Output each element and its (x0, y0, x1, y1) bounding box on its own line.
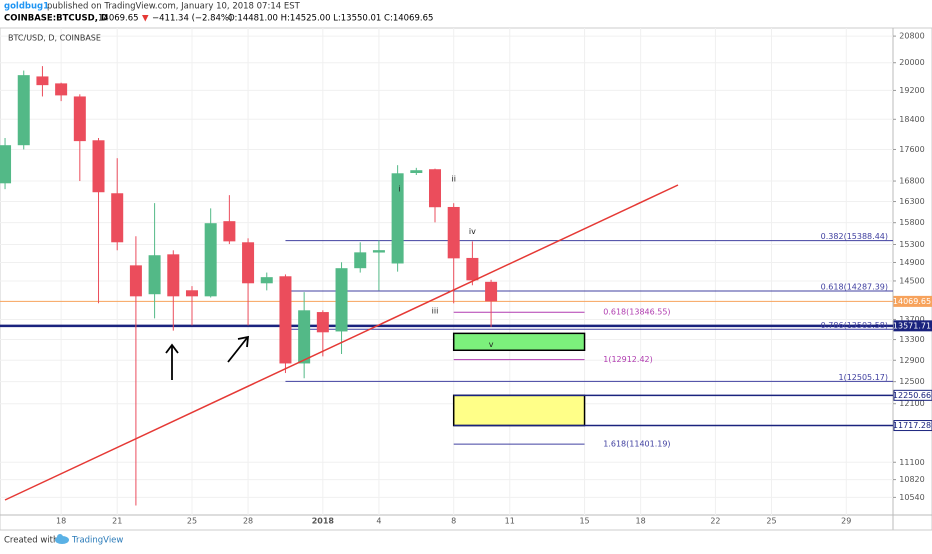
candle-body (111, 193, 124, 243)
candle-body (485, 281, 498, 302)
x-tick-label: 4 (376, 517, 381, 526)
candle-body (0, 145, 12, 184)
candle-body (167, 254, 180, 297)
wave-label: iii (432, 307, 439, 316)
x-tick-label: 25 (766, 517, 776, 526)
candle-body (92, 140, 105, 193)
price-label: 12250.66 (893, 391, 931, 400)
zone (452, 332, 586, 352)
y-tick-label: 12500 (899, 377, 924, 386)
fib-label: 0.618(14287.39) (821, 282, 888, 291)
candle-body (316, 312, 329, 333)
wave-label: ii (451, 175, 455, 184)
footer-created: Created with (4, 536, 58, 546)
fib-label: 1(12912.42) (603, 355, 653, 364)
x-tick-label: 2018 (312, 517, 335, 526)
change-arrow: ▼ (142, 14, 149, 24)
candle-body (279, 276, 292, 364)
footer-brand[interactable]: TradingView (71, 536, 123, 546)
x-tick-label: 22 (710, 517, 720, 526)
y-tick-label: 12900 (899, 356, 924, 365)
y-tick-label: 10820 (899, 475, 924, 484)
candle-body (129, 265, 142, 297)
y-tick-label: 17600 (899, 145, 924, 154)
x-tick-label: 15 (579, 517, 589, 526)
wave-label: v (489, 340, 494, 349)
arrow-diag (227, 335, 250, 363)
price-label-box (893, 420, 932, 432)
candle-body (429, 169, 442, 208)
candle-body (204, 223, 217, 297)
candle-body (260, 277, 273, 284)
fib-label: 1.618(11401.19) (603, 440, 670, 449)
fib-label: 1(12505.17) (838, 373, 888, 382)
x-tick-label: 25 (187, 517, 197, 526)
x-tick-label: 29 (841, 517, 851, 526)
wave-label: i (398, 185, 400, 194)
candle-body (223, 221, 236, 242)
candle-body (55, 83, 68, 96)
candle-body (354, 252, 367, 269)
y-tick-label: 13300 (899, 335, 924, 344)
author[interactable]: goldbug1 (4, 2, 49, 12)
x-tick-label: 8 (451, 517, 456, 526)
y-tick-label: 15800 (899, 218, 924, 227)
y-tick-label: 14900 (899, 258, 924, 267)
candle-body (242, 242, 255, 284)
candle-body (36, 76, 49, 86)
candle-body (410, 170, 423, 174)
x-tick-label: 18 (636, 517, 646, 526)
y-tick-label: 20000 (899, 58, 924, 67)
candle-body (298, 310, 311, 364)
fib-label: 0.618(13846.55) (603, 308, 670, 317)
y-tick-label: 10540 (899, 493, 924, 502)
candle-body (73, 96, 86, 142)
change: −411.34 (−2.84%) (152, 14, 232, 24)
arrow-up (165, 343, 179, 380)
trend-line (4, 184, 679, 501)
published: published on TradingView.com, January 10… (47, 2, 301, 12)
fib-label: 0.786(13503.58) (821, 321, 888, 330)
y-tick-label: 16800 (899, 177, 924, 186)
x-tick-label: 21 (112, 517, 122, 526)
price-label-box (893, 295, 932, 307)
symbol: COINBASE:BTCUSD, D (4, 14, 108, 24)
candle-body (148, 255, 161, 295)
y-tick-label: 13700 (899, 315, 924, 324)
fib-label: 0.382(15388.44) (821, 232, 888, 241)
candle-body (466, 257, 479, 281)
y-tick-label: 20800 (899, 32, 924, 41)
y-tick-label: 14500 (899, 276, 924, 285)
candle-body (335, 268, 348, 332)
candle-body (17, 75, 30, 146)
x-tick-label: 18 (56, 517, 66, 526)
last-price: 14069.65 (98, 14, 139, 24)
price-label: 14069.65 (893, 297, 931, 306)
candle-body (391, 173, 404, 264)
wave-label: iv (469, 227, 476, 236)
ohlc: O:14481.00 H:14525.00 L:13550.01 C:14069… (228, 14, 433, 24)
price-label: 13571.71 (893, 321, 931, 330)
candle-body (372, 250, 385, 253)
y-tick-label: 12100 (899, 399, 924, 408)
logo (55, 534, 69, 544)
y-tick-label: 19200 (899, 86, 924, 95)
y-tick-label: 18400 (899, 115, 924, 124)
y-tick-label: 16300 (899, 197, 924, 206)
zone (452, 394, 586, 427)
y-tick-label: 11100 (899, 458, 924, 467)
y-tick-label: 15300 (899, 240, 924, 249)
price-label-box (893, 320, 932, 332)
x-tick-label: 11 (505, 517, 515, 526)
price-label: 11717.28 (893, 421, 931, 430)
price-label-box (893, 389, 932, 401)
x-tick-label: 28 (243, 517, 253, 526)
candle-body (185, 290, 198, 297)
candle-body (447, 206, 460, 259)
chart-title: BTC/USD, D, COINBASE (8, 34, 101, 43)
